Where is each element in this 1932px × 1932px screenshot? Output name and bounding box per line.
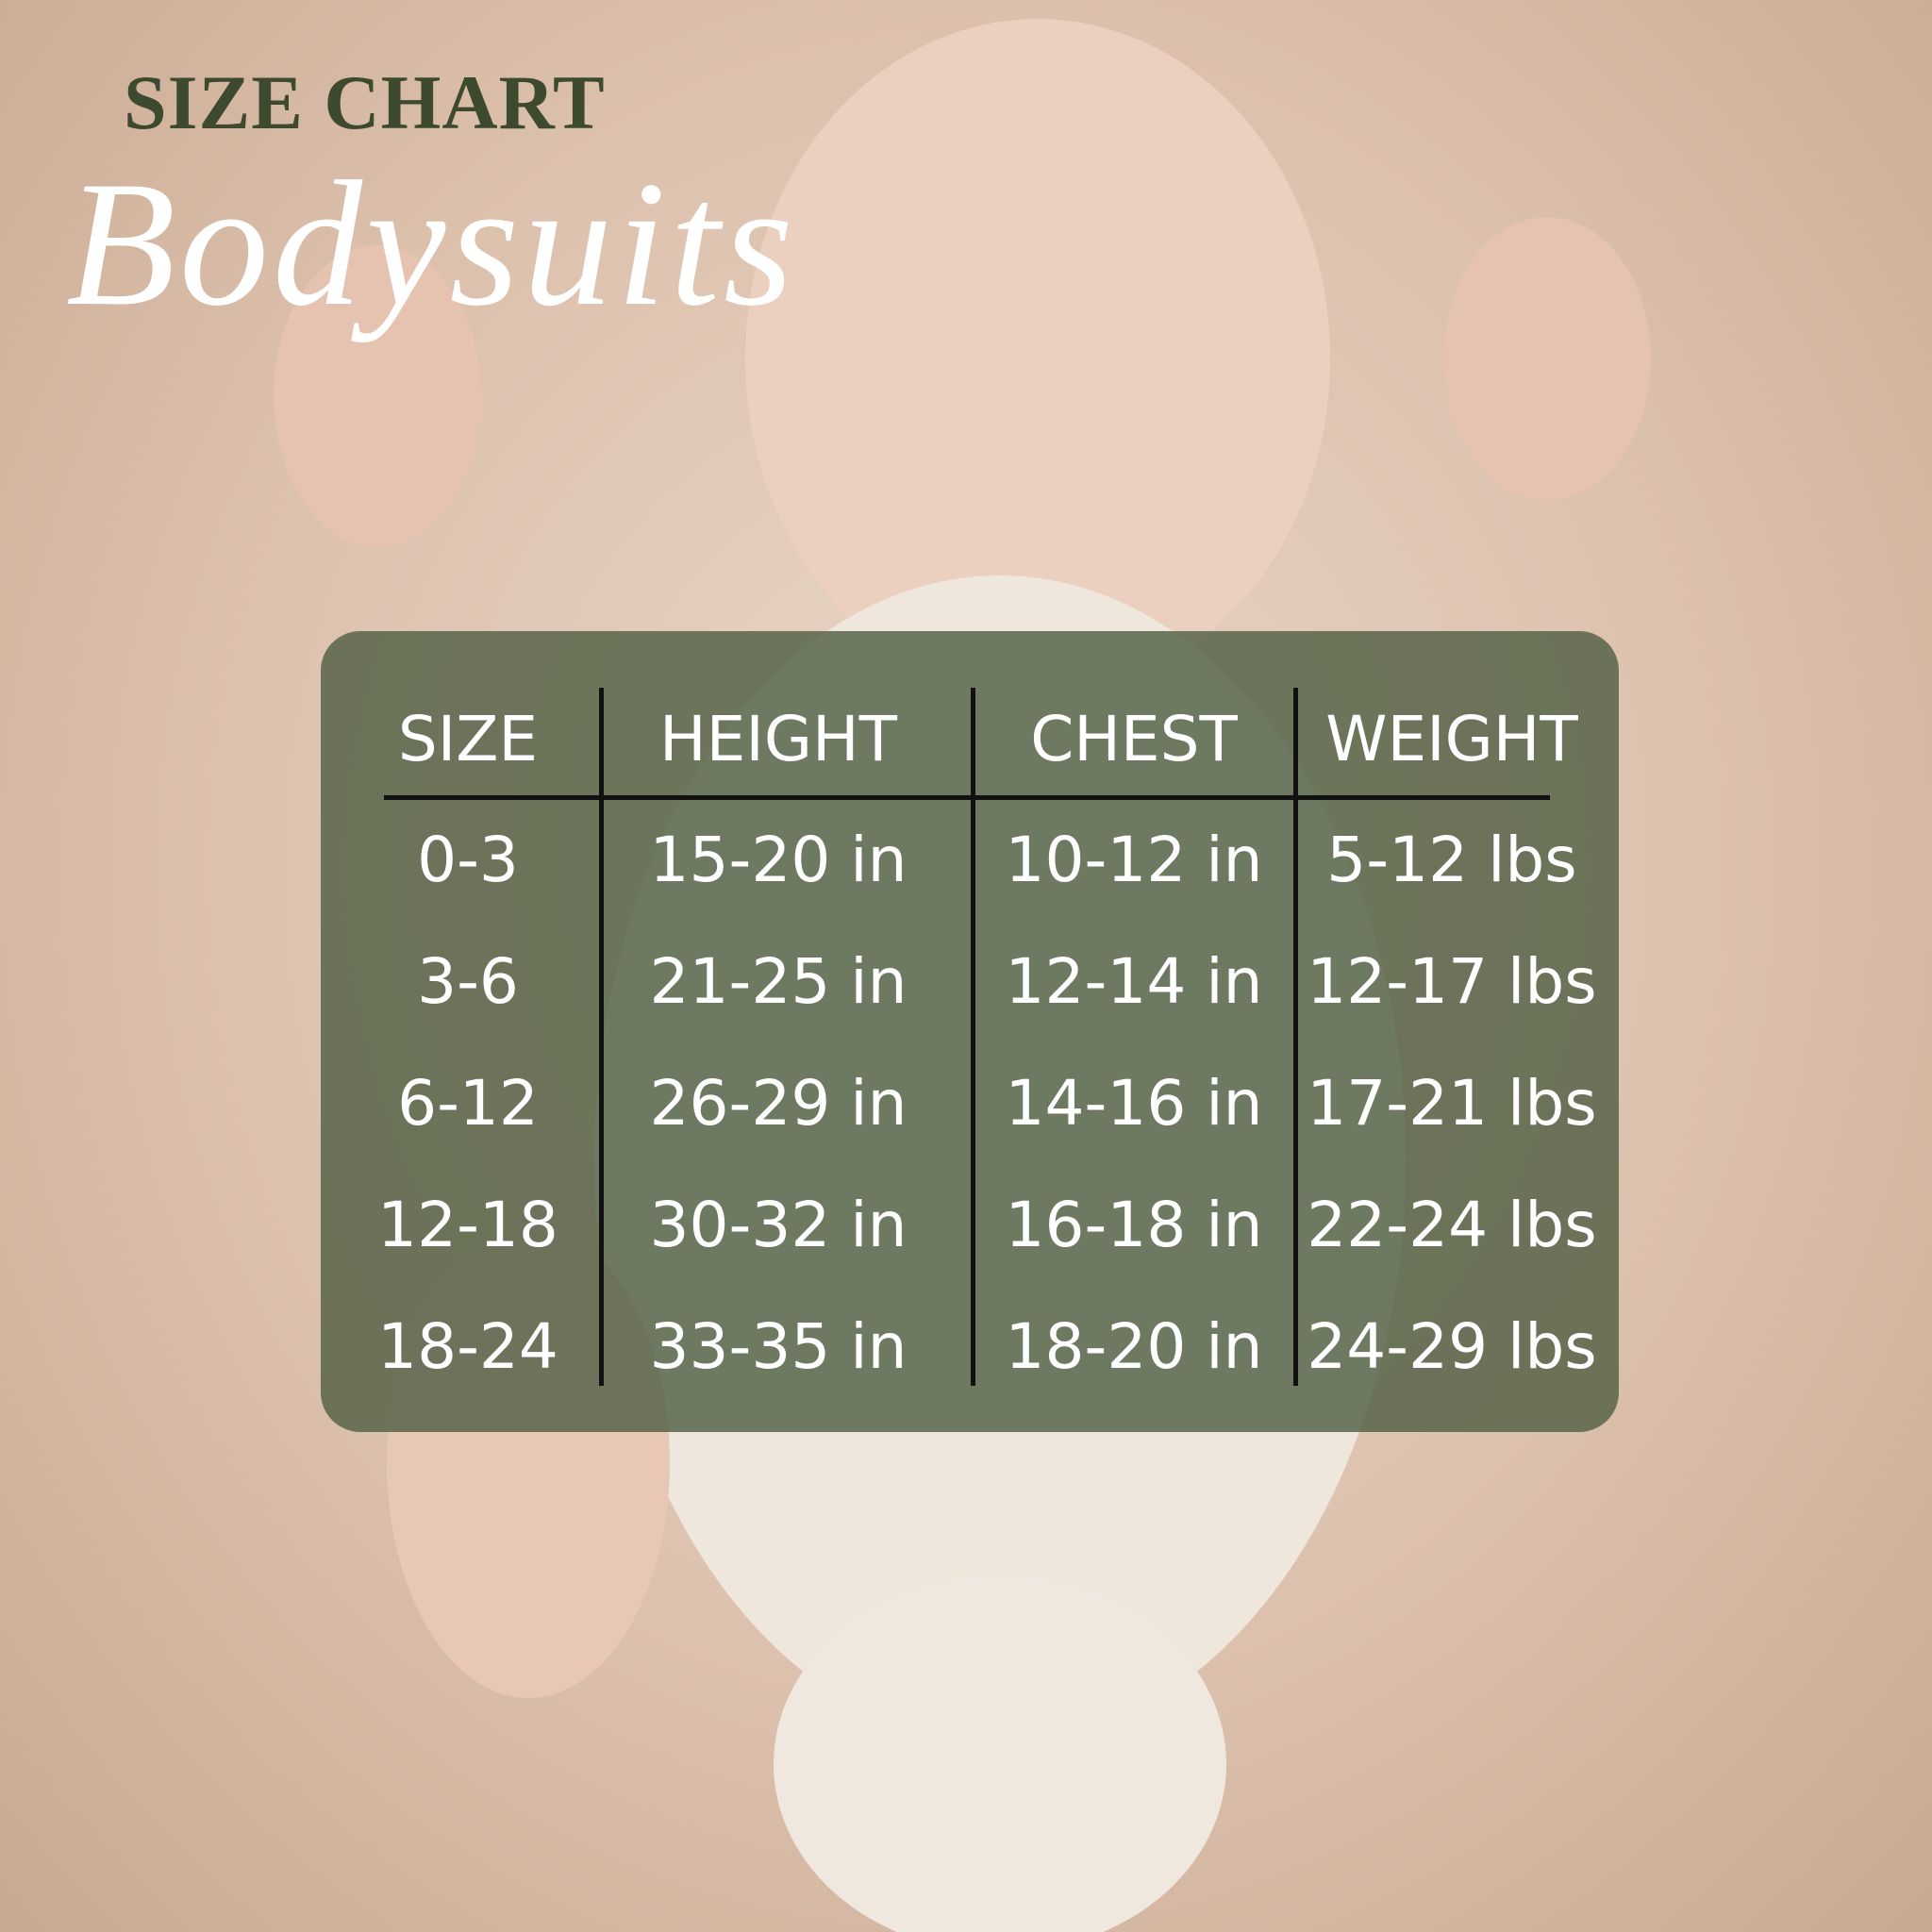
table-cell: 30-32 in (649, 1189, 908, 1261)
table-cell: 0-3 (417, 824, 519, 896)
table-cell: 17-21 lbs (1307, 1067, 1597, 1140)
table-cell: 12-14 in (1005, 945, 1263, 1018)
table-cell: 14-16 in (1005, 1067, 1263, 1140)
column-divider (1293, 688, 1298, 1386)
column-header: WEIGHT (1325, 703, 1578, 775)
table-cell: 5-12 lbs (1326, 824, 1577, 896)
size-table: SIZE HEIGHT CHEST WEIGHT 0-3 15-20 in 10-12 in… (321, 631, 1619, 1432)
column-header: HEIGHT (659, 703, 897, 775)
table-cell: 21-25 in (649, 945, 908, 1018)
table-cell: 3-6 (417, 945, 519, 1018)
table-cell: 22-24 lbs (1307, 1189, 1597, 1261)
table-cell: 6-12 (397, 1067, 539, 1140)
title: SIZE CHART (124, 59, 606, 145)
column-divider (599, 688, 604, 1386)
table-cell: 33-35 in (649, 1310, 908, 1383)
table-cell: 26-29 in (649, 1067, 908, 1140)
table-cell: 18-24 (377, 1310, 558, 1383)
subtitle: Bodysuits (66, 145, 797, 343)
column-divider (971, 688, 975, 1386)
table-cell: 15-20 in (649, 824, 908, 896)
column-header: SIZE (397, 703, 539, 775)
column-header: CHEST (1030, 703, 1238, 775)
table-cell: 12-17 lbs (1307, 945, 1597, 1018)
table-cell: 10-12 in (1005, 824, 1263, 896)
table-cell: 16-18 in (1005, 1189, 1263, 1261)
header-divider (384, 795, 1550, 800)
table-cell: 18-20 in (1005, 1310, 1263, 1383)
table-cell: 24-29 lbs (1307, 1310, 1597, 1383)
table-cell: 12-18 (377, 1189, 558, 1261)
